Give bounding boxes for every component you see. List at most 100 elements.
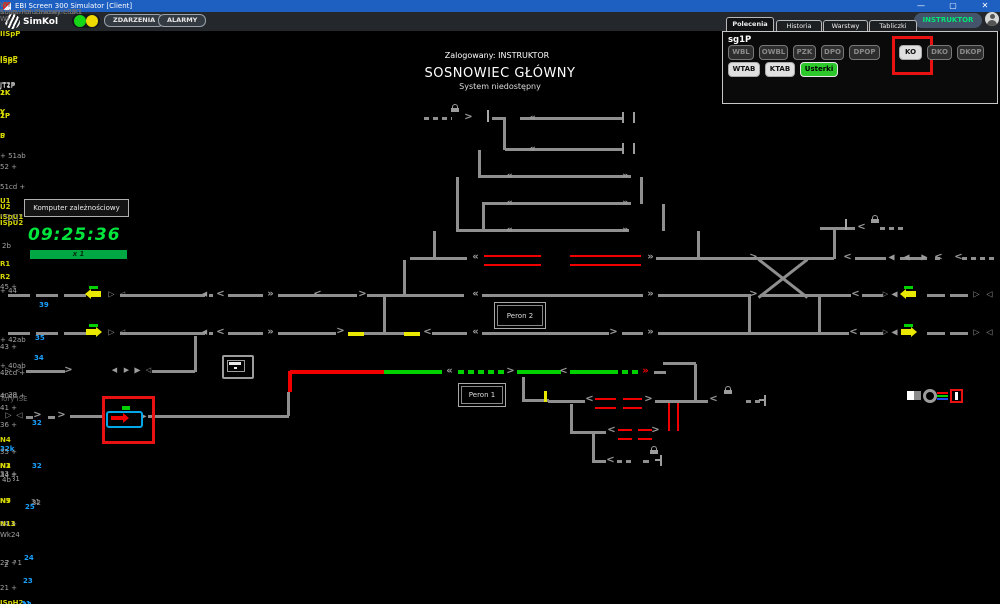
rgb-palette-icon[interactable] [937,392,948,401]
exit-signal[interactable] [900,286,916,299]
signal-arrow[interactable]: > [358,288,366,300]
signal-arrow[interactable]: ▷ [5,410,11,420]
toggle-green-icon[interactable] [74,15,86,27]
signal-arrow[interactable]: » [642,365,649,377]
signal-arrow[interactable]: ◀ [903,252,909,262]
signal-arrow[interactable]: » [267,288,274,300]
signal-arrow[interactable]: ▶ [123,366,129,375]
signal-arrow[interactable]: > [644,393,652,405]
signal-arrow[interactable]: ▶ [134,365,140,375]
signal-arrow[interactable]: » [647,251,654,263]
signal-arrow[interactable]: ◀ [891,289,897,299]
signal-arrow[interactable]: « [472,288,479,300]
signal-arrow[interactable]: > [33,409,41,421]
tab-polecenia[interactable]: Polecenia [726,17,774,31]
signal-1p-red-arrow[interactable] [111,416,123,420]
signal-arrow[interactable]: » [647,288,654,300]
tab-warstwy[interactable]: Warstwy [823,20,868,31]
signal-arrow[interactable]: < [606,454,614,466]
signal-arrow[interactable]: < [216,326,224,338]
signal-arrow[interactable]: » [647,326,654,338]
command-button-usterki[interactable]: Usterki [800,62,838,77]
signal-arrow[interactable]: « [529,143,536,155]
signal-arrow[interactable]: « [472,326,479,338]
signal-arrow[interactable]: ◀ [111,366,117,375]
signal-arrow[interactable]: ▷ [882,290,888,299]
signal-arrow[interactable]: < [849,326,857,338]
signal-arrow[interactable]: ◁ [16,365,22,375]
signal-arrow[interactable]: ▷ [973,289,979,299]
signal-arrow[interactable]: « [472,251,479,263]
toggle-yellow-icon[interactable] [86,15,98,27]
signal-arrow[interactable]: < [607,424,615,436]
signal-arrow[interactable]: ▷ [108,289,114,299]
display-split-icon[interactable] [907,391,921,400]
diagram-label: + 40ab [0,362,26,370]
exit-signal[interactable] [86,324,102,337]
events-button[interactable]: ZDARZENIA [104,14,165,27]
signal-arrow[interactable]: ▷ [973,327,979,337]
signal-arrow[interactable]: » [622,170,629,182]
signal-arrow[interactable]: > [749,288,757,300]
signal-arrow[interactable]: < [585,393,593,405]
signal-arrow[interactable]: ▶ [140,411,146,421]
maximize-button[interactable]: ▢ [949,1,957,10]
close-button[interactable]: ✕ [981,1,989,10]
signal-arrow[interactable]: » [622,197,629,209]
signal-arrow[interactable]: ◁ [986,289,992,299]
sg-monitor-icon[interactable] [222,355,254,379]
signal-arrow[interactable]: < [954,251,962,263]
signal-arrow[interactable]: « [506,197,513,209]
avatar-icon[interactable] [985,12,999,26]
signal-arrow[interactable]: ▷ [5,365,11,375]
signal-arrow[interactable]: > [64,364,72,376]
signal-arrow[interactable]: > [651,424,659,436]
brightness-knob-icon[interactable] [923,389,937,403]
signal-arrow[interactable]: > [57,409,65,421]
signal-arrow[interactable]: ◁ [145,366,151,375]
signal-arrow[interactable]: < [559,365,567,377]
signal-arrow[interactable]: ▷ [882,328,888,337]
signal-arrow[interactable]: > [464,111,472,123]
signal-arrow[interactable]: » [267,326,274,338]
tab-historia[interactable]: Historia [776,20,822,31]
signal-arrow[interactable]: > [336,325,344,337]
command-button-ktab[interactable]: KTAB [765,62,795,77]
signal-arrow[interactable]: ◁ [986,327,992,337]
signal-arrow[interactable]: > [609,326,617,338]
signal-arrow[interactable]: ◀ [201,328,207,337]
signal-arrow[interactable]: « [506,170,513,182]
signal-arrow[interactable]: ◁ [16,410,22,420]
interlocking-computer-button[interactable]: Komputer zależnościowy [24,199,129,217]
minimize-button[interactable]: — [917,1,925,10]
signal-arrow[interactable]: < [857,221,865,233]
contrast-icon[interactable] [950,389,963,403]
signal-arrow[interactable]: < [709,393,717,405]
signal-arrow[interactable]: « [529,112,536,124]
signal-arrow[interactable]: < [851,288,859,300]
signal-arrow[interactable]: ▷ [108,327,114,337]
signal-arrow[interactable]: « [506,224,513,236]
signal-arrow[interactable]: < [843,251,851,263]
signal-arrow[interactable]: > [506,365,514,377]
signal-arrow[interactable]: > [749,251,757,263]
signal-arrow[interactable]: < [423,326,431,338]
exit-signal[interactable] [901,324,917,337]
signal-arrow[interactable]: < [313,288,321,300]
alarms-button[interactable]: ALARMY [158,14,207,27]
exit-signal[interactable] [85,286,101,299]
tab-tabliczki[interactable]: Tabliczki [869,20,917,31]
signal-arrow[interactable]: » [622,224,629,236]
command-button-ko[interactable]: KO [892,36,933,75]
signal-arrow[interactable]: ◀ [888,252,894,262]
signal-arrow[interactable]: ◁ [119,290,125,299]
signal-arrow[interactable]: < [216,288,224,300]
signal-arrow[interactable]: ◁ [119,328,125,337]
signal-arrow[interactable]: « [446,365,453,377]
command-button-wtab[interactable]: WTAB [728,62,760,77]
signal-arrow[interactable]: ◀ [201,290,207,299]
signal-arrow[interactable]: ▶ [921,252,927,262]
user-button[interactable]: INSTRUKTOR [914,13,982,28]
signal-arrow[interactable]: ◀ [891,327,897,337]
signal-arrow[interactable]: < [934,251,942,263]
